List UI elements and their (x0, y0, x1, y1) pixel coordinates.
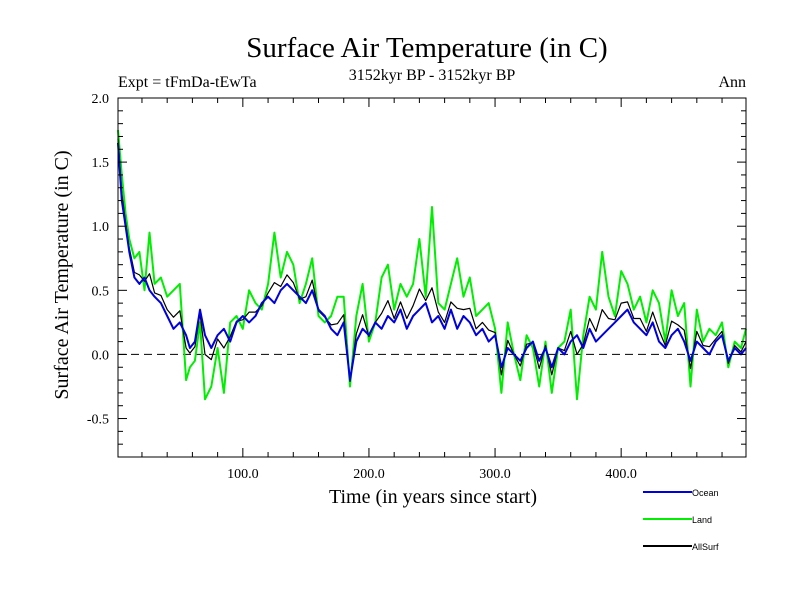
chart-subtitle: 3152kyr BP - 3152kyr BP (349, 67, 516, 84)
tick-labels-group: 100.0 200.0 300.0 400.0 -0.5 0.0 0.5 1.0 1.5 2.0 (87, 92, 637, 482)
x-tick-label: 300.0 (479, 467, 511, 482)
x-tick-label: 100.0 (227, 467, 259, 482)
y-tick-label: 1.5 (92, 156, 110, 171)
y-tick-label: 0.0 (92, 348, 110, 363)
season-annotation: Ann (718, 74, 746, 91)
x-axis-label: Time (in years since start) (329, 486, 537, 508)
x-tick-label: 200.0 (353, 467, 385, 482)
plot-frame (117, 97, 747, 458)
y-tick-label: 0.5 (92, 284, 110, 299)
legend: Ocean Land AllSurf (643, 488, 719, 552)
series-line-allsurf (117, 138, 747, 382)
y-tick-label: 2.0 (92, 92, 110, 107)
series-group (117, 130, 747, 401)
ticks-group (118, 97, 746, 457)
experiment-annotation: Expt = tFmDa-tEwTa (118, 74, 257, 91)
y-tick-label: -0.5 (87, 413, 109, 428)
legend-label-ocean: Ocean (692, 488, 719, 498)
series-line-ocean (117, 142, 747, 382)
series-line-land (117, 130, 747, 401)
x-tick-label: 400.0 (605, 467, 637, 482)
y-axis-label: Surface Air Temperature (in C) (51, 150, 73, 399)
chart-title: Surface Air Temperature (in C) (246, 32, 607, 64)
y-tick-label: 1.0 (92, 220, 110, 235)
legend-label-land: Land (692, 515, 712, 525)
legend-label-allsurf: AllSurf (692, 542, 719, 552)
